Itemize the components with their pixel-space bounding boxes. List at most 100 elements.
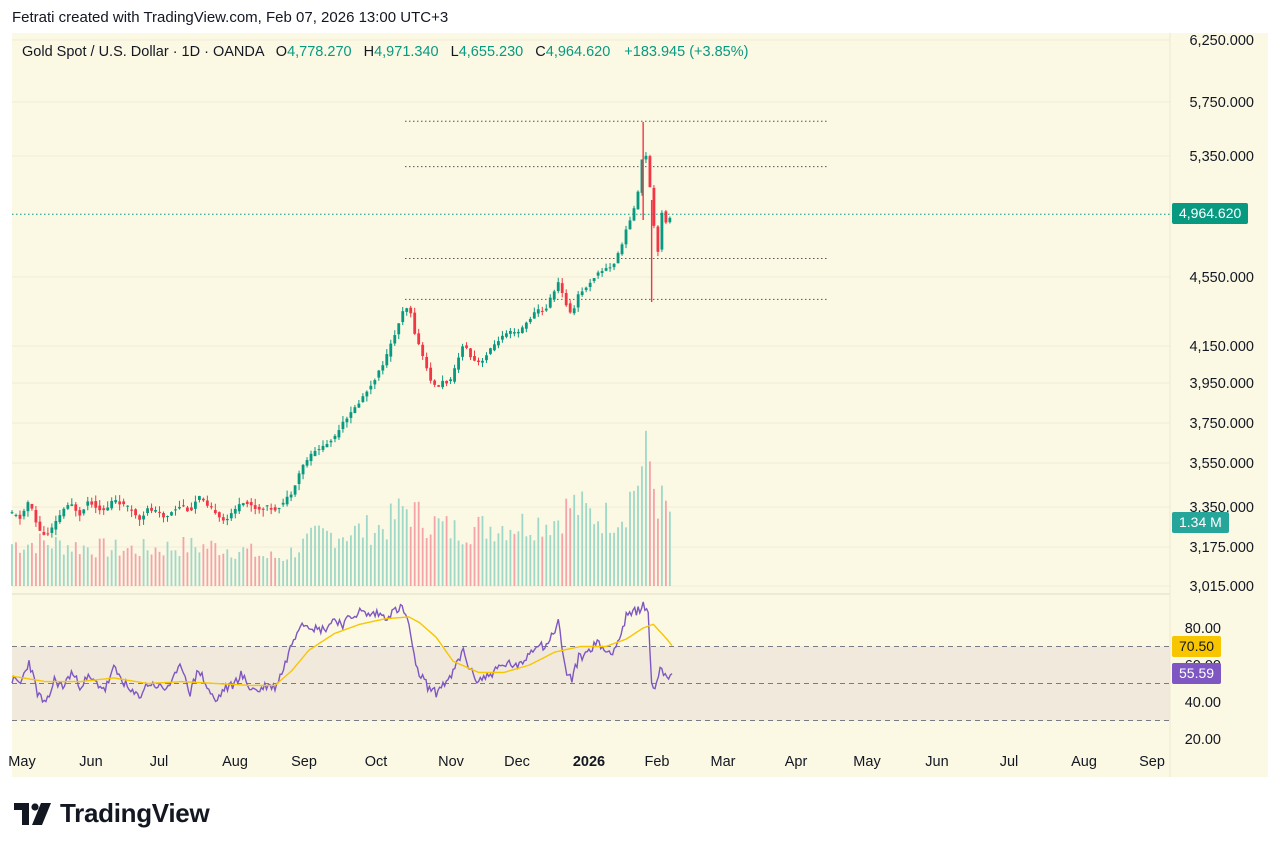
candle-body <box>425 356 429 369</box>
time-tick-label: Sep <box>291 754 317 770</box>
volume-bar <box>130 545 133 586</box>
volume-bar <box>150 554 153 586</box>
candle-body <box>429 367 433 381</box>
volume-bar <box>126 548 129 586</box>
volume-bar <box>593 524 596 586</box>
candle-body <box>257 506 261 510</box>
candle-body <box>309 453 313 462</box>
time-tick-label: Aug <box>1071 754 1097 770</box>
candle-body <box>82 509 86 514</box>
candle-body <box>389 343 393 357</box>
candle-body <box>349 412 353 418</box>
candle-body <box>50 527 54 533</box>
candle-body <box>433 380 437 385</box>
candle-body <box>568 303 572 313</box>
volume-bar <box>35 553 37 586</box>
candle-body <box>158 511 161 513</box>
volume-bar <box>417 501 420 586</box>
volume-bar <box>19 552 21 586</box>
volume-bar <box>326 530 328 586</box>
volume-bar <box>661 485 663 586</box>
volume-bar <box>138 555 141 586</box>
candle-body <box>512 332 516 334</box>
tradingview-logo[interactable]: TradingView <box>14 798 210 829</box>
volume-bar <box>457 540 460 586</box>
volume-bar <box>258 555 261 586</box>
candle-body <box>174 509 177 511</box>
candle-body <box>277 507 281 509</box>
candle-body <box>345 418 349 423</box>
candle-body <box>608 267 612 269</box>
candle-body <box>437 385 441 387</box>
volume-bar <box>489 526 492 586</box>
candle-body <box>30 504 34 509</box>
rsi-ma-tag: 70.50 <box>1172 636 1222 657</box>
candle-body <box>357 403 361 408</box>
volume-bar <box>166 541 169 586</box>
volume-bar <box>222 553 225 586</box>
close-label: C <box>535 44 546 60</box>
price-tick-label: 5,750.000 <box>1189 95 1254 111</box>
volume-bar <box>70 551 73 586</box>
volume-bar <box>182 537 185 586</box>
volume-bar <box>497 533 500 586</box>
candle-body <box>469 348 472 358</box>
tradingview-logo-icon <box>14 802 51 825</box>
time-tick-label: 2026 <box>573 754 605 770</box>
candle-body <box>201 498 205 501</box>
volume-bar <box>250 543 253 586</box>
volume-bar <box>429 534 432 586</box>
volume-bar <box>637 485 639 586</box>
candle-body <box>413 312 417 334</box>
candle-body <box>453 368 456 382</box>
symbol-title[interactable]: Gold Spot / U.S. Dollar · 1D · OANDA <box>22 44 264 60</box>
low-label: L <box>450 44 459 60</box>
volume-bar <box>31 542 33 586</box>
candle-series <box>10 152 672 538</box>
volume-bar <box>110 550 113 586</box>
volume-bar <box>557 520 560 586</box>
candle-body <box>660 212 664 250</box>
open-label: O <box>275 44 288 60</box>
candle-body <box>90 501 94 505</box>
volume-bar <box>210 540 213 586</box>
candle-body <box>656 226 660 252</box>
volume-bar <box>629 491 631 586</box>
volume-bar <box>338 538 340 586</box>
volume-bar <box>577 514 580 586</box>
volume-bar <box>645 430 647 586</box>
volume-bar <box>286 559 289 586</box>
candle-body <box>261 508 265 510</box>
volume-bar <box>617 527 619 586</box>
candle-body <box>461 346 464 357</box>
volume-bar <box>82 545 85 586</box>
candle-body <box>209 506 213 508</box>
volume-bar <box>405 509 408 586</box>
candle-body <box>381 365 385 371</box>
volume-bar <box>505 540 508 586</box>
candle-body <box>126 505 130 507</box>
price-tick-label: 3,950.000 <box>1189 376 1254 392</box>
rsi-ma-line <box>11 616 673 687</box>
candle-body <box>106 507 110 511</box>
candle-body <box>485 355 488 361</box>
volume-bar <box>66 545 69 586</box>
volume-bar <box>389 503 392 586</box>
volume-bar <box>369 544 372 586</box>
candle-body <box>588 282 592 287</box>
volume-bar <box>377 524 380 586</box>
time-tick-label: Nov <box>438 754 465 770</box>
candle-body <box>473 356 476 361</box>
candle-body <box>333 435 337 440</box>
price-tick-label: 4,150.000 <box>1189 339 1254 355</box>
candle-body <box>269 507 273 510</box>
candle-body <box>110 500 114 509</box>
volume-bar <box>357 523 360 586</box>
candle-body <box>26 502 30 512</box>
candle-body <box>273 507 277 511</box>
candle-body <box>297 473 301 485</box>
volume-bar <box>521 513 524 586</box>
candle-body <box>441 380 445 388</box>
candle-body <box>648 156 652 188</box>
